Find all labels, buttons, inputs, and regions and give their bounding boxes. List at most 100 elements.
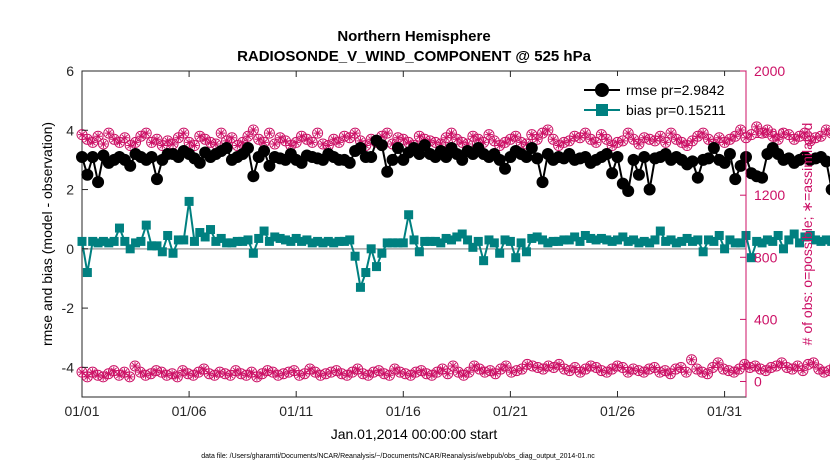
obs-bottom-assimilated-marker — [146, 369, 155, 378]
bias-point — [323, 236, 333, 246]
obs-bottom-assimilated-marker — [804, 360, 813, 369]
bias-point — [698, 247, 708, 257]
legend-rmse-marker — [595, 83, 609, 97]
bias-point — [784, 235, 794, 245]
obs-bottom-assimilated-marker — [809, 358, 818, 367]
obs-top-possible-marker — [215, 127, 227, 139]
rmse-point — [365, 150, 378, 163]
bias-point — [361, 268, 371, 278]
obs-bottom-assimilated-marker — [745, 363, 754, 372]
rmse-point — [756, 171, 769, 184]
obs-bottom-assimilated-marker — [512, 366, 521, 375]
obs-bottom-assimilated-marker — [300, 369, 309, 378]
bias-point — [634, 238, 644, 248]
obs-top-assimilated-marker — [763, 125, 772, 134]
bias-point — [473, 236, 483, 246]
bias-point — [345, 235, 355, 245]
bias-point — [602, 235, 612, 245]
x-tick-label: 01/01 — [64, 403, 99, 419]
obs-bottom-assimilated-marker — [168, 369, 177, 378]
bias-point — [666, 235, 676, 245]
legend-rmse-label: rmse pr=2.9842 — [626, 82, 725, 98]
obs-top-assimilated-marker — [131, 138, 140, 147]
obs-bottom-assimilated-marker — [83, 372, 92, 381]
bias-point — [280, 235, 290, 245]
obs-top-assimilated-marker — [752, 122, 761, 131]
bias-point — [206, 225, 216, 235]
rmse-point — [600, 147, 613, 160]
obs-top-assimilated-marker — [784, 130, 793, 139]
legend: rmse pr=2.9842 bias pr=0.15211 — [578, 76, 741, 122]
rmse-point — [354, 142, 367, 155]
obs-top-assimilated-marker — [533, 135, 542, 144]
obs-bottom-assimilated-marker — [109, 366, 118, 375]
obs-top-assimilated-marker — [270, 139, 279, 148]
obs-top-possible-marker — [140, 127, 152, 139]
obs-top-possible-marker — [226, 132, 238, 144]
obs-top-assimilated-marker — [538, 129, 547, 138]
bias-point — [329, 238, 339, 248]
obs-top-assimilated-marker — [822, 125, 830, 134]
bias-point — [736, 238, 746, 248]
obs-bottom-assimilated-marker — [152, 366, 161, 375]
y-right-tick-label: 1600 — [754, 125, 785, 141]
obs-bottom-assimilated-marker — [798, 366, 807, 375]
obs-bottom-assimilated-marker — [820, 368, 829, 377]
obs-top-assimilated-marker — [806, 136, 815, 145]
obs-top-possible-marker — [617, 135, 629, 147]
obs-top-assimilated-marker — [527, 130, 536, 139]
bias-point — [511, 253, 521, 263]
obs-top-assimilated-marker — [340, 132, 349, 141]
obs-top-assimilated-marker — [276, 133, 285, 142]
obs-top-assimilated-marker — [693, 132, 702, 141]
y-right-tick-label: 0 — [754, 373, 762, 389]
obs-top-assimilated-marker — [554, 141, 563, 150]
obs-bottom-assimilated-marker — [502, 361, 511, 370]
obs-top-assimilated-marker — [233, 141, 242, 150]
bias-point — [297, 236, 307, 246]
obs-bottom-assimilated-marker — [120, 368, 129, 377]
obs-top-assimilated-marker — [83, 135, 92, 144]
bias-point — [720, 244, 730, 254]
rmse-point — [145, 150, 158, 163]
bias-point — [227, 238, 237, 248]
obs-bottom-assimilated-marker — [353, 365, 362, 374]
legend-bias-label: bias pr=0.15211 — [626, 102, 726, 118]
rmse-point — [691, 171, 704, 184]
rmse-point — [440, 150, 453, 163]
obs-bottom-assimilated-marker — [581, 365, 590, 374]
bias-point — [216, 233, 226, 243]
series-layer — [76, 121, 830, 383]
bias-point — [372, 262, 382, 272]
bias-point — [548, 236, 558, 246]
obs-top-assimilated-marker — [163, 136, 172, 145]
obs-top-assimilated-marker — [415, 132, 424, 141]
obs-bottom-assimilated-marker — [793, 361, 802, 370]
obs-top-assimilated-marker — [297, 132, 306, 141]
bias-point — [318, 238, 328, 248]
obs-bottom-assimilated-marker — [433, 368, 442, 377]
bias-point — [564, 235, 574, 245]
obs-top-assimilated-marker — [511, 132, 520, 141]
bias-point — [195, 228, 205, 238]
obs-top-assimilated-marker — [570, 132, 579, 141]
obs-top-assimilated-marker — [463, 139, 472, 148]
obs-top-assimilated-marker — [158, 141, 167, 150]
bias-point — [773, 230, 783, 240]
obs-bottom-assimilated-marker — [783, 363, 791, 372]
obs-top-assimilated-marker — [736, 125, 745, 134]
rmse-point — [718, 156, 731, 169]
obs-top-possible-marker — [92, 130, 104, 142]
bias-point — [687, 236, 697, 246]
obs-top-assimilated-marker — [356, 136, 365, 145]
obs-top-assimilated-marker — [800, 129, 809, 138]
obs-top-assimilated-marker — [490, 136, 499, 145]
y-axis-right-label: # of obs: o=possible; ∗=assimilated — [799, 123, 815, 346]
x-tick-label: 01/26 — [600, 403, 635, 419]
bias-point — [752, 236, 762, 246]
obs-bottom-assimilated-marker — [772, 361, 781, 370]
bias-point — [222, 238, 232, 248]
obs-top-assimilated-marker — [683, 141, 692, 150]
obs-bottom-assimilated-marker — [252, 372, 261, 381]
bias-point — [441, 233, 451, 243]
